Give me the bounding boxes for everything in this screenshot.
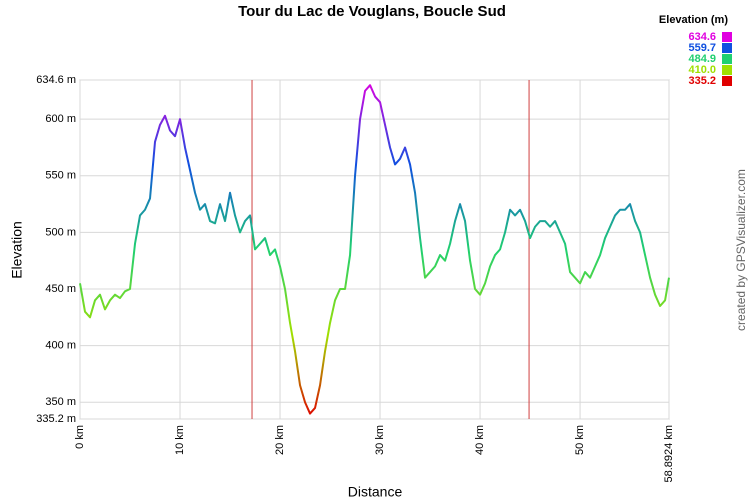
legend-swatch [722, 65, 732, 75]
y-tick-label: 350 m [45, 396, 76, 408]
legend-value: 410.0 [688, 64, 716, 76]
legend-value: 335.2 [688, 75, 716, 87]
y-tick-label: 400 m [45, 340, 76, 352]
legend-swatch [722, 32, 732, 42]
credit: created by GPSVisualizer.com [734, 169, 748, 331]
x-tick-label: 0 km [74, 425, 86, 449]
legend-value: 634.6 [688, 31, 716, 43]
legend-value: 484.9 [688, 53, 716, 65]
x-tick-label: 30 km [374, 425, 386, 455]
y-tick-label: 550 m [45, 170, 76, 182]
y-tick-label: 335.2 m [36, 413, 76, 425]
legend-title: Elevation (m) [659, 14, 728, 26]
y-tick-label: 500 m [45, 226, 76, 238]
x-tick-label: 50 km [574, 425, 586, 455]
x-tick-label: 40 km [474, 425, 486, 455]
y-axis-label: Elevation [9, 221, 25, 279]
x-tick-label: 20 km [274, 425, 286, 455]
y-tick-label: 600 m [45, 113, 76, 125]
legend-swatch [722, 76, 732, 86]
x-tick-label: 10 km [174, 425, 186, 455]
y-tick-label: 450 m [45, 283, 76, 295]
x-tick-label: 58.8924 km [663, 425, 675, 482]
y-tick-label: 634.6 m [36, 74, 76, 86]
chart-title: Tour du Lac de Vouglans, Boucle Sud [238, 3, 506, 20]
legend-swatch [722, 43, 732, 53]
plot-area [79, 79, 670, 420]
legend-swatch [722, 54, 732, 64]
elevation-line [79, 84, 670, 415]
legend-value: 559.7 [688, 42, 716, 54]
x-axis-label: Distance [348, 484, 403, 500]
